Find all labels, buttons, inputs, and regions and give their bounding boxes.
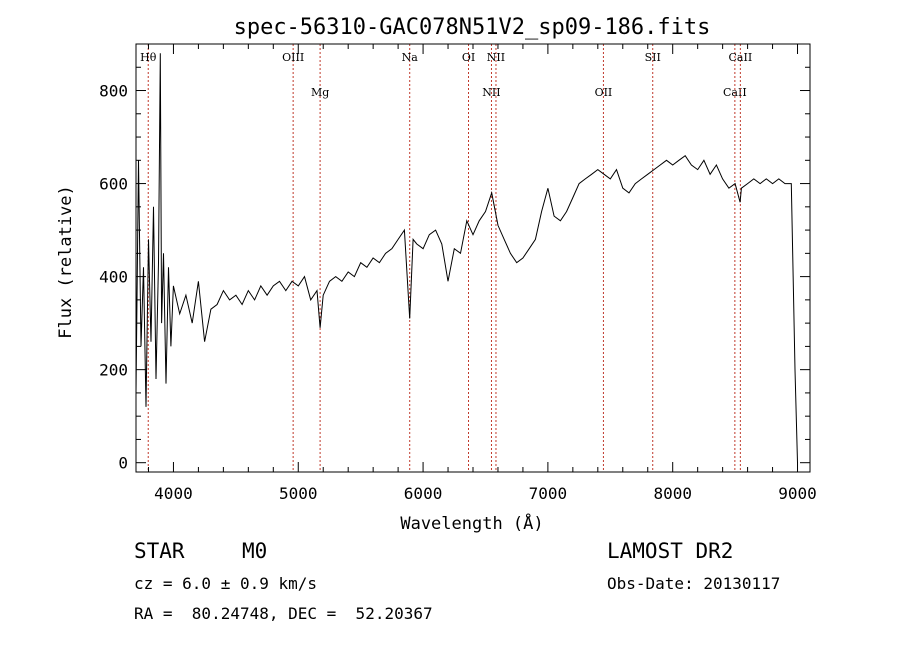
spectral-line-label: Hθ — [140, 51, 157, 64]
x-tick-label: 4000 — [154, 484, 193, 503]
x-tick-label: 7000 — [529, 484, 568, 503]
x-tick-label: 5000 — [279, 484, 318, 503]
spectral-line-label: NII — [482, 86, 500, 99]
survey-name: LAMOST DR2 — [607, 539, 734, 563]
spectral-line-label: Mg — [311, 86, 329, 99]
spectral-line-label: OII — [595, 86, 613, 99]
spectral-line-label: CaII — [723, 86, 747, 99]
coordinates-text: RA = 80.24748, DEC = 52.20367 — [134, 604, 433, 623]
x-tick-label: 8000 — [653, 484, 692, 503]
spectral-line-label: Na — [402, 51, 419, 64]
x-tick-label: 9000 — [778, 484, 817, 503]
y-tick-label: 400 — [99, 268, 128, 287]
spectral-line-label: SII — [645, 51, 661, 64]
spectral-line-label: OIII — [282, 51, 304, 64]
y-tick-label: 0 — [118, 454, 128, 473]
spectral-line-label: CaII — [729, 51, 753, 64]
object-class: STAR — [134, 539, 185, 563]
y-tick-label: 800 — [99, 82, 128, 101]
x-tick-label: 6000 — [404, 484, 443, 503]
obs-date-text: Obs-Date: 20130117 — [607, 574, 781, 593]
chart-title: spec-56310-GAC078N51V2_sp09-186.fits — [234, 15, 711, 40]
redshift-text: cz = 6.0 ± 0.9 km/s — [134, 574, 318, 593]
object-subclass: M0 — [242, 539, 268, 563]
spectral-line-label: OI — [462, 51, 475, 64]
y-axis-label: Flux (relative) — [56, 185, 76, 339]
y-tick-label: 600 — [99, 175, 128, 194]
spectral-line-label: NII — [487, 51, 505, 64]
x-axis-label: Wavelength (Å) — [400, 512, 543, 534]
spectrum-line — [135, 53, 798, 463]
plot-frame — [135, 43, 811, 473]
y-tick-label: 200 — [99, 361, 128, 380]
